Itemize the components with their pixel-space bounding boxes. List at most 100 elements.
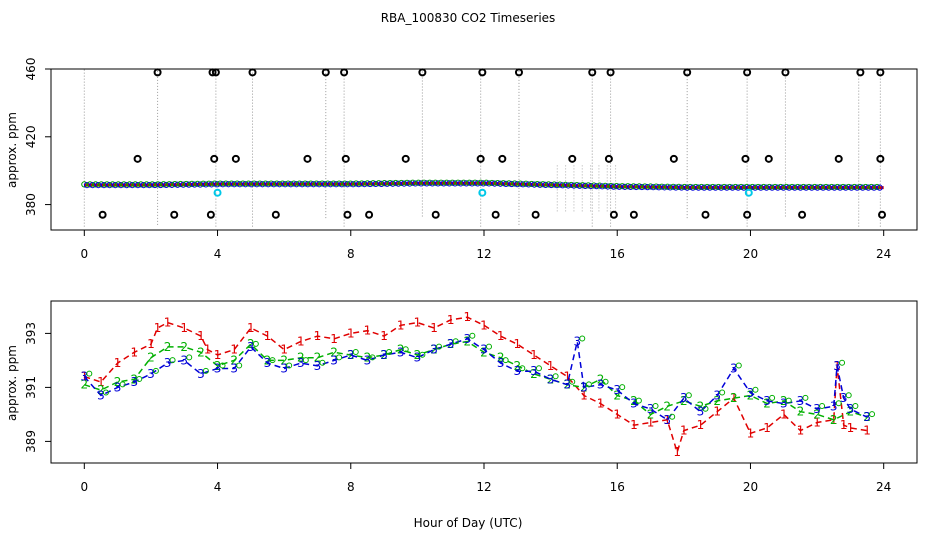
series-1-marker: 1 <box>797 424 805 438</box>
outlier-point <box>588 68 597 77</box>
series-3-ring <box>819 403 826 409</box>
series-3-ring <box>269 357 276 364</box>
series-3-marker: 3 <box>847 402 855 416</box>
bottom-y-axis-label: approx. ppm <box>5 345 19 421</box>
series-1-marker: 1 <box>713 405 721 419</box>
series-2-marker: 2 <box>697 399 705 413</box>
series-1-marker: 1 <box>597 397 605 411</box>
series-3-marker: 3 <box>164 356 172 370</box>
outlier-point <box>876 68 885 77</box>
series-3-marker: 3 <box>597 378 605 392</box>
series-2-marker: 2 <box>297 351 305 365</box>
series-3-ring <box>319 359 326 366</box>
series-3-marker: 3 <box>663 413 671 427</box>
series-3-ring <box>585 381 592 388</box>
series-3-ring <box>302 357 309 364</box>
top-x-tick-label: 8 <box>347 247 355 261</box>
outlier-point <box>271 210 280 219</box>
outlier-point <box>418 68 427 77</box>
series-3-marker: 3 <box>763 394 771 408</box>
series-3-marker: 3 <box>513 364 521 378</box>
series-3-marker: 3 <box>447 337 455 351</box>
outlier-point <box>303 154 312 163</box>
outlier-point <box>491 210 500 219</box>
series-3-ring <box>236 362 243 369</box>
series-3-ring <box>552 373 559 380</box>
series-3-ring <box>386 349 393 355</box>
series-3-marker: 3 <box>580 380 588 394</box>
series-3-ring <box>719 389 726 396</box>
series-2-marker: 2 <box>80 378 88 392</box>
series-2-marker: 2 <box>147 351 155 365</box>
series-1-marker: 1 <box>464 310 472 324</box>
outlier-point <box>211 68 220 77</box>
series-1-marker: 1 <box>497 329 505 343</box>
top-y-tick-label: 460 <box>24 58 38 81</box>
outlier-point <box>606 68 615 77</box>
series-1-marker: 1 <box>697 418 705 432</box>
series-1-marker: 1 <box>297 335 305 349</box>
series-2-marker: 2 <box>763 397 771 411</box>
series-2-marker: 2 <box>830 413 838 427</box>
bottom-y-tick-label: 391 <box>24 376 38 399</box>
series-3-ring <box>579 335 586 342</box>
series-3-marker: 3 <box>414 351 422 365</box>
outlier-point <box>878 210 887 219</box>
series-3-marker: 3 <box>780 397 788 411</box>
series-3-marker: 3 <box>833 359 841 373</box>
series-2-marker: 2 <box>480 345 488 359</box>
outlier-point <box>764 154 773 163</box>
series-3-marker: 3 <box>530 364 538 378</box>
series-2-marker: 2 <box>497 351 505 365</box>
series-3-marker: 3 <box>830 399 838 413</box>
series-1-marker: 1 <box>364 324 372 338</box>
series-2-marker: 2 <box>230 353 238 367</box>
top-baseline-band <box>81 179 884 191</box>
outlier-point <box>170 210 179 219</box>
series-3-marker: 3 <box>397 345 405 359</box>
bottom-x-tick-label: 4 <box>214 480 222 494</box>
series-3-ring <box>352 349 359 355</box>
top-outlier-points <box>98 68 887 219</box>
series-2-marker: 2 <box>430 343 438 357</box>
series-1-marker: 1 <box>430 321 438 335</box>
top-x-axis: 0 4 8 12 16 20 24 <box>80 229 891 261</box>
series-3-marker: 3 <box>364 353 372 367</box>
series-3-marker: 3 <box>730 362 738 376</box>
top-x-tick-label: 16 <box>610 247 625 261</box>
outlier-point <box>476 154 485 163</box>
bottom-x-tick-label: 8 <box>347 480 355 494</box>
outlier-point <box>531 210 540 219</box>
outlier-point <box>210 154 219 163</box>
outlier-point <box>683 68 692 77</box>
series-3-marker: 3 <box>347 348 355 362</box>
series-3-marker: 3 <box>247 340 255 354</box>
outlier-point <box>206 210 215 219</box>
outlier-point <box>401 154 410 163</box>
series-3-marker: 3 <box>863 410 871 424</box>
series-3-ring <box>486 343 492 350</box>
series-3-ring <box>702 405 709 412</box>
series-2-marker: 2 <box>247 337 255 351</box>
top-spike-lines <box>83 69 881 227</box>
series-1-marker: 1 <box>840 418 848 432</box>
series-1-marker: 1 <box>563 370 571 384</box>
series-3-marker: 3 <box>197 367 205 381</box>
outlier-point <box>834 154 843 163</box>
series-1-marker: 1 <box>347 326 355 340</box>
series-3-ring <box>86 370 93 377</box>
series-3-ring <box>669 413 676 420</box>
outlier-point <box>669 154 678 163</box>
bottom-x-tick-label: 0 <box>80 480 88 494</box>
series-2-marker: 2 <box>397 343 405 357</box>
outlier-point <box>743 68 752 77</box>
series-1-marker: 1 <box>397 318 405 332</box>
series-2-line <box>84 340 868 421</box>
series-3-marker: 3 <box>214 362 222 376</box>
series-1-marker: 1 <box>830 413 838 427</box>
series-2-marker: 2 <box>780 394 788 408</box>
bottom-y-tick-label: 389 <box>24 430 38 453</box>
